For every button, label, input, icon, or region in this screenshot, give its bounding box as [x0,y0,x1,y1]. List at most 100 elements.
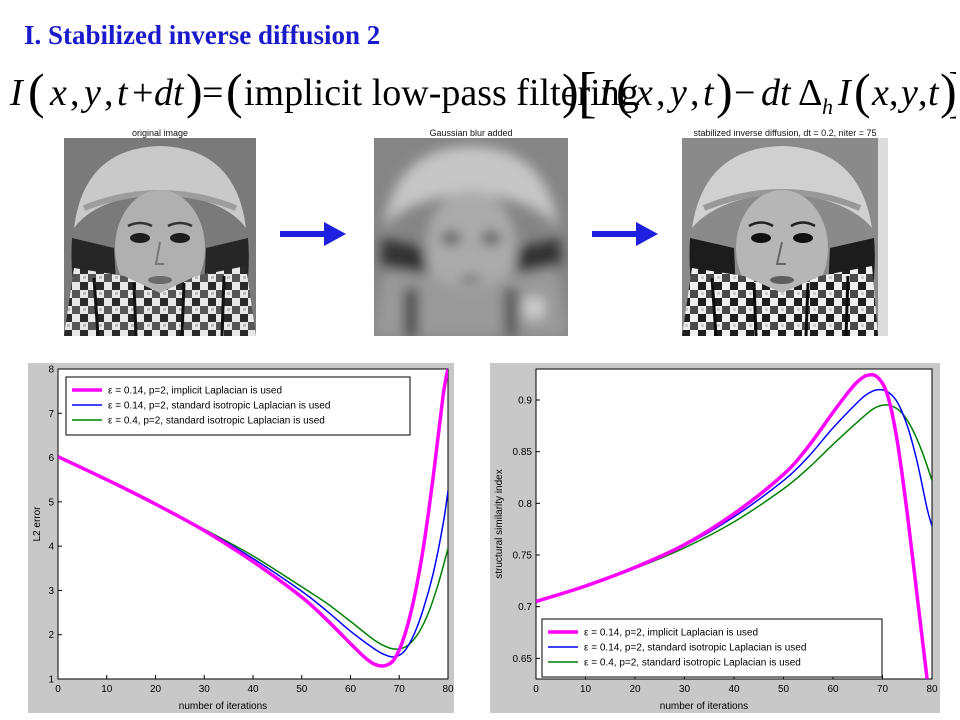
svg-text:(: ( [616,63,633,119]
l2-error-chart: 0 10 20 30 40 50 60 70 80 1 2 3 4 5 6 7 8 number of itera… [28,363,454,713]
original-image-caption: original image [131,128,189,138]
svg-text:dt: dt [761,72,792,114]
svg-text:t: t [117,72,129,114]
x-tick-label: 70 [877,684,889,695]
x-tick-label: 60 [827,684,839,695]
legend-label: ε = 0.14, p=2, implicit Laplacian is use… [108,386,282,397]
svg-text:y: y [897,72,918,114]
svg-text:t: t [928,72,940,114]
arrow-right-icon [280,222,346,246]
svg-text:+: + [132,72,153,114]
y-tick-label: 4 [48,542,54,553]
legend-box [65,376,411,436]
svg-text:,: , [656,72,666,114]
svg-text:,: , [690,72,700,114]
legend-label: ε = 0.14, p=2, standard isotropic Laplac… [584,643,806,654]
svg-text:x: x [49,72,67,114]
y-tick-label: 8 [48,365,54,376]
y-tick-label: 0.65 [513,654,533,665]
slide-title: I. Stabilized inverse diffusion 2 [24,20,381,50]
blurred-image-panel: Gaussian blur added [374,128,568,336]
x-tick-label: 20 [150,684,162,695]
svg-text:,: , [70,72,80,114]
y-tick-label: 6 [48,453,54,464]
series-line [58,369,448,668]
y-tick-label: 0.7 [518,602,532,613]
y-tick-label: 0.8 [518,499,532,510]
svg-text:I: I [9,72,25,114]
x-tick-label: 30 [199,684,211,695]
blurred-image [374,138,568,336]
svg-text:implicit low-pass filtering: implicit low-pass filtering [244,72,639,114]
y-tick-label: 0.85 [513,447,533,458]
x-tick-label: 70 [394,684,406,695]
y-tick-label: 3 [48,586,54,597]
legend-box [541,618,883,678]
svg-text:,: , [104,72,114,114]
arrow-right-icon [592,222,658,246]
y-tick-label: 2 [48,630,54,641]
svg-text:x: x [635,72,653,114]
svg-text:−: − [734,72,755,114]
legend-label: ε = 0.14, p=2, standard isotropic Laplac… [108,401,330,412]
chart-canvas: 0 10 20 30 40 50 60 70 80 0.65 0.7 0.75 0.8 0.85 0.9 nu… [490,363,940,713]
x-tick-label: 0 [533,684,539,695]
chart-canvas: 0 10 20 30 40 50 60 70 80 1 2 3 4 5 6 7 8 number of itera… [28,363,454,713]
svg-text:x: x [871,72,889,114]
x-tick-label: 80 [926,684,938,695]
blurred-image-caption: Gaussian blur added [429,128,513,138]
restored-image-panel: stabilized inverse diffusion, dt = 0.2, … [682,128,888,336]
legend-label: ε = 0.14, p=2, implicit Laplacian is use… [584,628,758,639]
y-axis-label: structural similarity index [494,469,505,578]
x-tick-label: 80 [442,684,454,695]
svg-text:(: ( [854,63,871,119]
svg-text:,: , [889,72,899,114]
svg-text:): ) [186,63,203,119]
svg-text:): ) [562,63,579,119]
y-tick-label: 1 [48,675,54,686]
svg-text:I: I [837,72,853,114]
x-tick-label: 50 [296,684,308,695]
svg-text:t: t [703,72,715,114]
series-line [536,372,929,679]
legend-label: ε = 0.4, p=2, standard isotropic Laplaci… [108,416,325,427]
x-tick-label: 20 [629,684,641,695]
x-tick-label: 40 [728,684,740,695]
svg-text:,: , [918,72,928,114]
restored-image-caption: stabilized inverse diffusion, dt = 0.2, … [693,128,877,138]
x-tick-label: 40 [247,684,259,695]
x-tick-label: 10 [580,684,592,695]
svg-text:y: y [666,72,687,114]
y-tick-label: 7 [48,409,54,420]
restored-image [682,138,888,336]
svg-text:[: [ [578,62,597,120]
svg-text:y: y [80,72,101,114]
x-tick-label: 50 [778,684,790,695]
x-tick-label: 30 [679,684,691,695]
y-axis-label: L2 error [32,506,43,542]
y-tick-label: 5 [48,497,54,508]
series-line [536,404,932,603]
original-image-panel: original image [64,128,256,336]
x-tick-label: 10 [101,684,113,695]
ssim-chart: 0 10 20 30 40 50 60 70 80 0.65 0.7 0.75 0.8 0.85 0.9 nu… [490,363,940,713]
svg-text:I: I [598,72,614,114]
x-tick-label: 0 [55,684,61,695]
svg-text:Δ: Δ [798,72,822,114]
update-formula: I ( x , y , t + dt ) = ( implicit low-pa… [9,62,956,120]
svg-text:(: ( [226,63,243,119]
svg-text:(: ( [28,63,45,119]
svg-text:dt: dt [154,72,185,114]
svg-text:): ) [716,63,733,119]
legend-label: ε = 0.4, p=2, standard isotropic Laplaci… [584,658,801,669]
x-tick-label: 60 [345,684,357,695]
y-tick-label: 0.75 [513,551,533,562]
x-axis-label: number of iterations [179,701,267,712]
svg-text:=: = [202,72,223,114]
svg-text:h: h [822,94,833,119]
original-image [64,138,256,336]
y-tick-label: 0.9 [518,396,532,407]
x-axis-label: number of iterations [660,701,748,712]
svg-text:]: ] [948,62,956,120]
svg-text:): ) [940,63,956,119]
